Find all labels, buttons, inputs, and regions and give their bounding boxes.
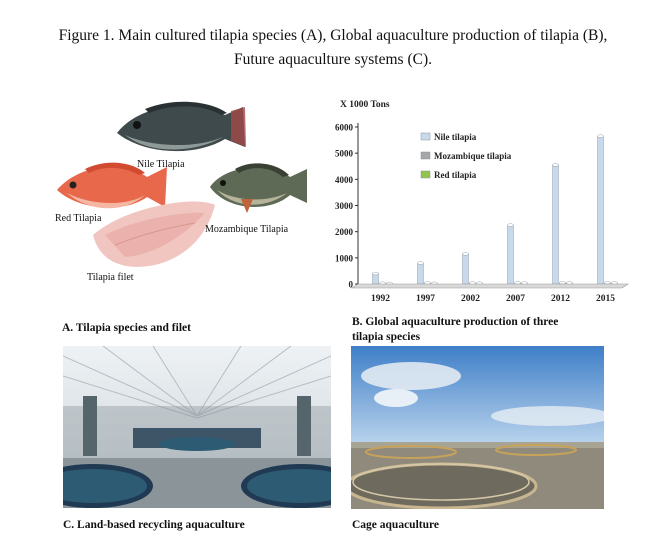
legend-swatch	[420, 170, 431, 179]
red-tilapia-label: Red Tilapia	[55, 213, 102, 224]
y-tick-label: 5000	[335, 149, 354, 159]
bar-nile-tilapia-1997	[417, 262, 424, 285]
bar-cap	[372, 271, 379, 276]
nile-tilapia-image	[117, 101, 246, 152]
bar-nile-tilapia-2002	[462, 253, 469, 285]
y-tick-label: 3000	[335, 201, 354, 211]
bar-cap	[559, 281, 566, 285]
x-tick-label: 2002	[461, 294, 480, 304]
red-tilapia-image	[57, 162, 167, 209]
y-tick-label: 6000	[335, 123, 354, 133]
nile-tilapia-label: Nile Tilapia	[137, 159, 185, 170]
panel-b-label: B. Global aquaculture production of thre…	[352, 315, 558, 345]
y-tick-label: 0	[349, 280, 354, 290]
recycling-aquaculture-photo	[63, 346, 331, 508]
tilapia-filet-image	[93, 201, 215, 267]
x-tick-label: 2015	[596, 294, 615, 304]
x-tick-label: 1997	[416, 294, 435, 304]
tilapia-filet-label: Tilapia filet	[87, 272, 134, 283]
tilapia-species-illustration	[57, 101, 307, 267]
panel-d-label: Cage aquaculture	[352, 519, 439, 531]
bar-cap	[604, 281, 611, 285]
panel-b-label-line-2: tilapia species	[352, 331, 421, 343]
y-tick-label: 1000	[335, 253, 354, 263]
legend-swatch	[420, 132, 431, 141]
bar-cap	[597, 134, 604, 138]
x-axis-floor	[351, 283, 629, 289]
figure-caption: Figure 1. Main cultured tilapia species …	[0, 24, 666, 72]
bar-cap	[552, 163, 559, 167]
legend-swatch	[420, 151, 431, 160]
legend-label: Nile tilapia	[434, 132, 477, 142]
y-tick-label: 4000	[335, 175, 354, 185]
bar-cap	[462, 252, 469, 256]
bar-nile-tilapia-2015	[597, 135, 604, 285]
bar-cap	[417, 261, 424, 265]
cage-aquaculture-photo	[351, 346, 604, 509]
chart-unit-label: X 1000 Tons	[340, 100, 390, 110]
mozambique-tilapia-image	[210, 163, 307, 213]
legend-label: Red tilapia	[434, 170, 477, 180]
x-tick-label: 1992	[371, 294, 390, 304]
bar-cap	[507, 223, 514, 227]
bar-nile-tilapia-2007	[507, 224, 514, 285]
y-tick-label: 2000	[335, 227, 354, 237]
caption-line-1: Figure 1. Main cultured tilapia species …	[58, 27, 608, 44]
x-tick-label: 2007	[506, 294, 525, 304]
caption-line-2: Future aquaculture systems (C).	[233, 51, 432, 68]
x-tick-label: 2012	[551, 294, 570, 304]
bar-nile-tilapia-2012	[552, 164, 559, 285]
panel-b-label-line-1: B. Global aquaculture production of thre…	[352, 316, 559, 328]
mozambique-tilapia-label: Mozambique Tilapia	[205, 224, 289, 235]
legend-label: Mozambique tilapia	[434, 151, 512, 161]
panel-a-label: A. Tilapia species and filet	[62, 322, 191, 334]
panel-c-label: C. Land-based recycling aquaculture	[63, 519, 245, 531]
production-bar-chart: X 1000 Tons 0 1000 2000 3000 4000 5000 6000 19…	[335, 100, 629, 304]
